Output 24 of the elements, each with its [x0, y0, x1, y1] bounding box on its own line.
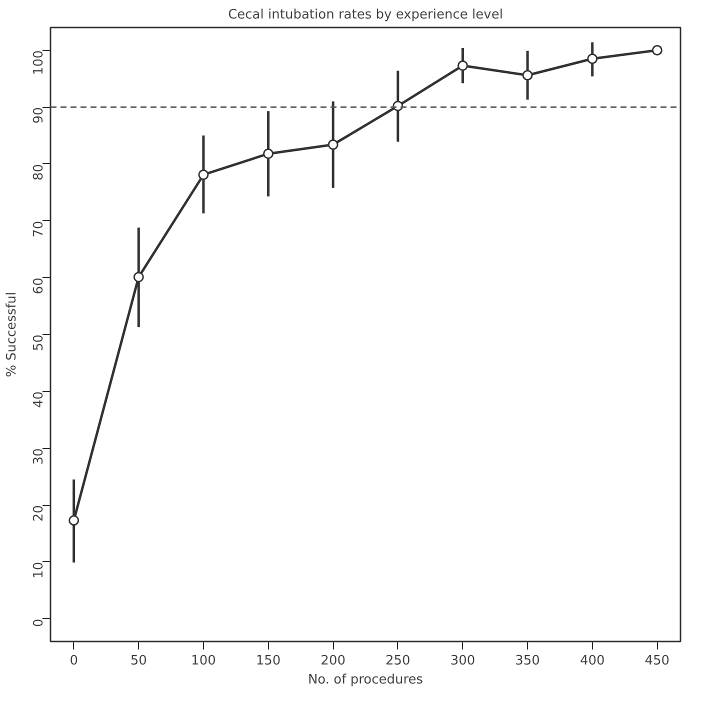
y-tick-label: 0 — [32, 618, 46, 628]
x-tick-label: 0 — [70, 654, 78, 668]
x-tick-label: 200 — [320, 654, 346, 668]
y-tick-label: 50 — [32, 334, 46, 352]
y-tick-label: 10 — [32, 562, 46, 578]
y-tick-label: 30 — [32, 448, 46, 465]
y-axis-title: % Successful — [4, 292, 20, 378]
y-tick-label: 70 — [32, 220, 46, 238]
x-tick-label: 300 — [450, 654, 476, 668]
x-tick-label: 400 — [580, 654, 605, 668]
y-tick-label: 20 — [32, 505, 46, 522]
x-tick-label: 50 — [130, 654, 147, 668]
x-tick-label: 350 — [515, 654, 540, 668]
x-tick-label: 450 — [644, 654, 670, 668]
x-tick-label: 250 — [386, 654, 410, 668]
x-axis-title: No. of procedures — [308, 672, 424, 688]
y-tick-label: 80 — [32, 164, 46, 180]
x-tick-label: 150 — [256, 654, 281, 668]
y-tick-label: 60 — [32, 278, 46, 294]
x-tick-label: 100 — [191, 654, 216, 668]
y-tick-label: 100 — [32, 50, 46, 76]
y-tick-label: 40 — [32, 391, 46, 408]
y-tick-label: 90 — [32, 107, 46, 124]
chart-title: Cecal intubation rates by experience level — [228, 8, 503, 22]
